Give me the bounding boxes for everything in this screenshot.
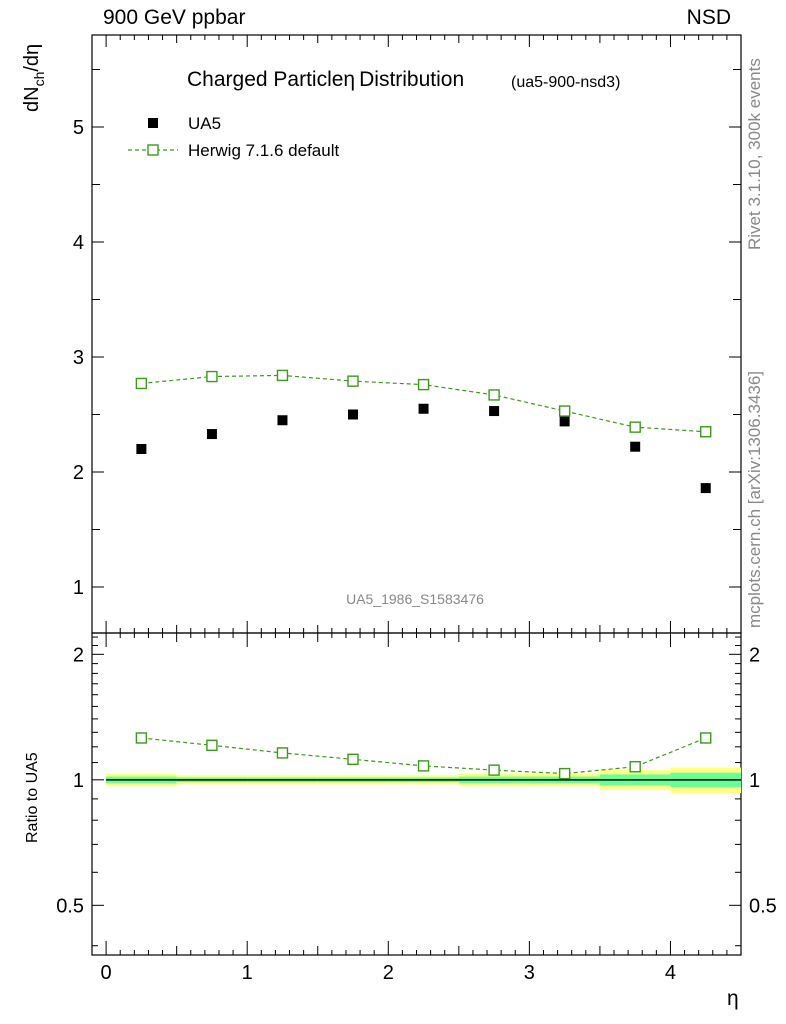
chart-title-text: Charged Particle	[187, 68, 343, 91]
ratio-plot-frame	[91, 632, 742, 956]
y-label-sub: ch	[31, 72, 47, 87]
process-label: NSD	[686, 6, 731, 29]
ua5-point	[559, 416, 570, 427]
ratio-y-tick-labels: 0.5 0.5 1 1 2 2	[56, 644, 777, 917]
main-y-axis-label: dNch/dη	[21, 44, 47, 112]
ratio-y-tick-label-left: 2	[73, 644, 84, 666]
herwig-point	[276, 369, 289, 382]
ratio-axis-ticks	[92, 633, 742, 955]
main-axis-ticks	[92, 35, 742, 633]
x-tick-label: 3	[524, 962, 535, 984]
ua5-point	[348, 409, 359, 420]
main-y-tick-labels: 1 2 3 4 5	[73, 117, 84, 599]
ua5-point	[206, 429, 217, 440]
ua5-point	[418, 403, 429, 414]
herwig-ratio-point	[488, 764, 500, 776]
herwig-ratio-point	[629, 761, 641, 773]
ua5-point	[277, 415, 288, 426]
chart-subtitle: (ua5-900-nsd3)	[511, 74, 620, 91]
herwig-point	[629, 421, 641, 433]
herwig-point	[206, 370, 218, 383]
ratio-y-tick-label-left: 1	[73, 770, 84, 792]
ratio-y-tick-label-right: 2	[749, 644, 760, 666]
herwig-ratio-point	[135, 732, 148, 744]
x-axis-label: η	[727, 987, 739, 1010]
ratio-y-tick-label-left: 0.5	[56, 895, 84, 917]
ratio-data-layer	[135, 732, 712, 780]
herwig-point	[700, 426, 712, 438]
legend-herwig-label: Herwig 7.1.6 default	[188, 141, 339, 160]
main-y-tick-label: 1	[73, 577, 84, 599]
herwig-point	[488, 389, 500, 401]
ratio-y-axis-label: Ratio to UA5	[24, 752, 41, 843]
chart-title: Charged Particleη Distribution	[187, 68, 464, 91]
y-label-tail: /dη	[21, 44, 43, 72]
ua5-point	[630, 441, 641, 452]
main-y-tick-label: 2	[73, 462, 84, 484]
main-data-layer	[135, 369, 712, 494]
main-y-tick-label: 4	[73, 232, 84, 254]
herwig-point	[558, 405, 571, 417]
herwig-ratio-point	[347, 753, 359, 766]
x-tick-label: 0	[101, 962, 112, 984]
ua5-point	[700, 483, 711, 494]
analysis-label: UA5_1986_S1583476	[346, 591, 484, 607]
ua5-point	[489, 406, 500, 417]
x-tick-label: 2	[383, 962, 394, 984]
x-tick-label: 4	[665, 962, 676, 984]
herwig-ratio-point	[700, 732, 712, 744]
y-label-main: dN	[21, 86, 43, 112]
herwig-point	[135, 377, 148, 390]
herwig-ratio-point	[276, 747, 289, 759]
energy-label: 900 GeV ppbar	[103, 6, 246, 29]
ua5-point	[136, 444, 147, 454]
main-y-tick-label: 3	[73, 347, 84, 369]
legend-ua5-label: UA5	[188, 114, 221, 133]
legend: UA5 Herwig 7.1.6 default	[128, 114, 339, 160]
herwig-ratio-point	[417, 760, 430, 772]
legend-ua5-marker	[148, 118, 158, 128]
x-tick-label: 1	[242, 962, 253, 984]
legend-herwig-marker	[147, 144, 159, 156]
ratio-y-tick-label-right: 0.5	[749, 895, 777, 917]
x-tick-labels: 0 1 2 3 4	[101, 962, 676, 984]
chart-title-rest: Distribution	[359, 68, 464, 91]
main-y-tick-label: 5	[73, 117, 84, 139]
ratio-y-tick-label-right: 1	[749, 770, 760, 792]
herwig-point	[347, 375, 359, 387]
herwig-ratio-point	[558, 767, 571, 780]
herwig-point	[417, 378, 430, 391]
chart-title-eta: η	[343, 68, 355, 91]
herwig-ratio-point	[206, 739, 218, 752]
